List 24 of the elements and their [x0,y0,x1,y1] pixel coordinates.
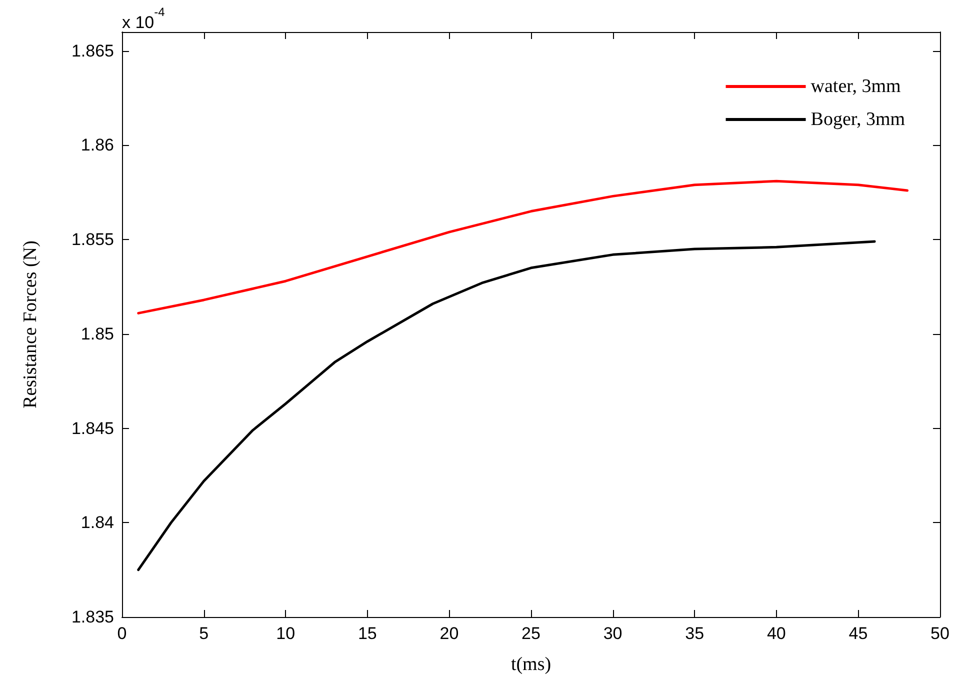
legend-label: Boger, 3mm [810,109,906,130]
y-tick-label: 1.84 [80,513,114,532]
y-tick-label: 1.85 [80,324,114,344]
y-tick-label: 1.865 [71,41,114,60]
line-series [137,240,876,572]
x-tick-label: 30 [603,624,622,643]
x-tick-label: 10 [276,624,296,643]
x-tick-label: 50 [930,624,950,643]
x-tick-label: 45 [848,624,868,643]
legend-label: water, 3mm [810,76,901,97]
y-tick-label: 1.855 [71,230,114,250]
x-tick-label: 15 [358,624,377,643]
x-tick-label: 0 [117,624,127,643]
y-axis-title: Resistance Forces (N) [20,240,41,408]
y-tick-label: 1.86 [80,136,114,155]
x-tick-label: 40 [766,624,786,643]
y-tick-label: 1.835 [71,608,114,626]
x-tick-label: 5 [199,624,209,643]
x-axis-title: t(ms) [510,654,552,675]
x-tick-label: 20 [440,624,459,643]
line-series [137,180,909,314]
y-tick-label: 1.845 [71,418,114,438]
x-tick-label: 25 [522,624,540,643]
x-tick-label: 35 [685,624,704,643]
